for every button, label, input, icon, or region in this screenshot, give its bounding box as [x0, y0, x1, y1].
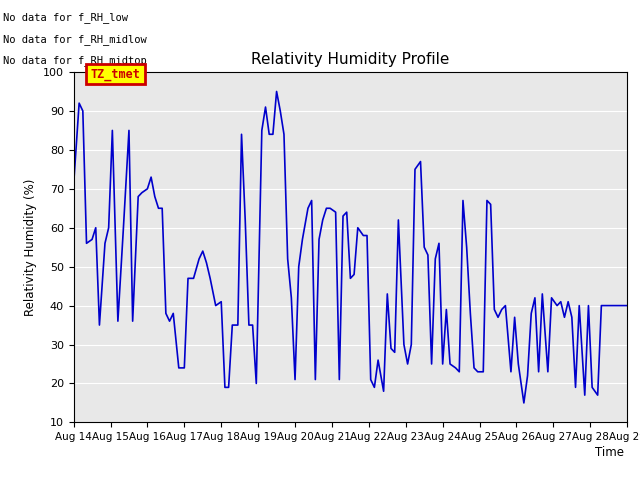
Y-axis label: Relativity Humidity (%): Relativity Humidity (%) — [24, 179, 37, 316]
Title: Relativity Humidity Profile: Relativity Humidity Profile — [252, 52, 449, 67]
Text: No data for f_RH_low: No data for f_RH_low — [3, 12, 128, 23]
Text: Time: Time — [595, 446, 624, 459]
Text: No data for f_RH_midlow: No data for f_RH_midlow — [3, 34, 147, 45]
Text: TZ_tmet: TZ_tmet — [90, 68, 140, 81]
Text: No data for f_RH_midtop: No data for f_RH_midtop — [3, 55, 147, 66]
